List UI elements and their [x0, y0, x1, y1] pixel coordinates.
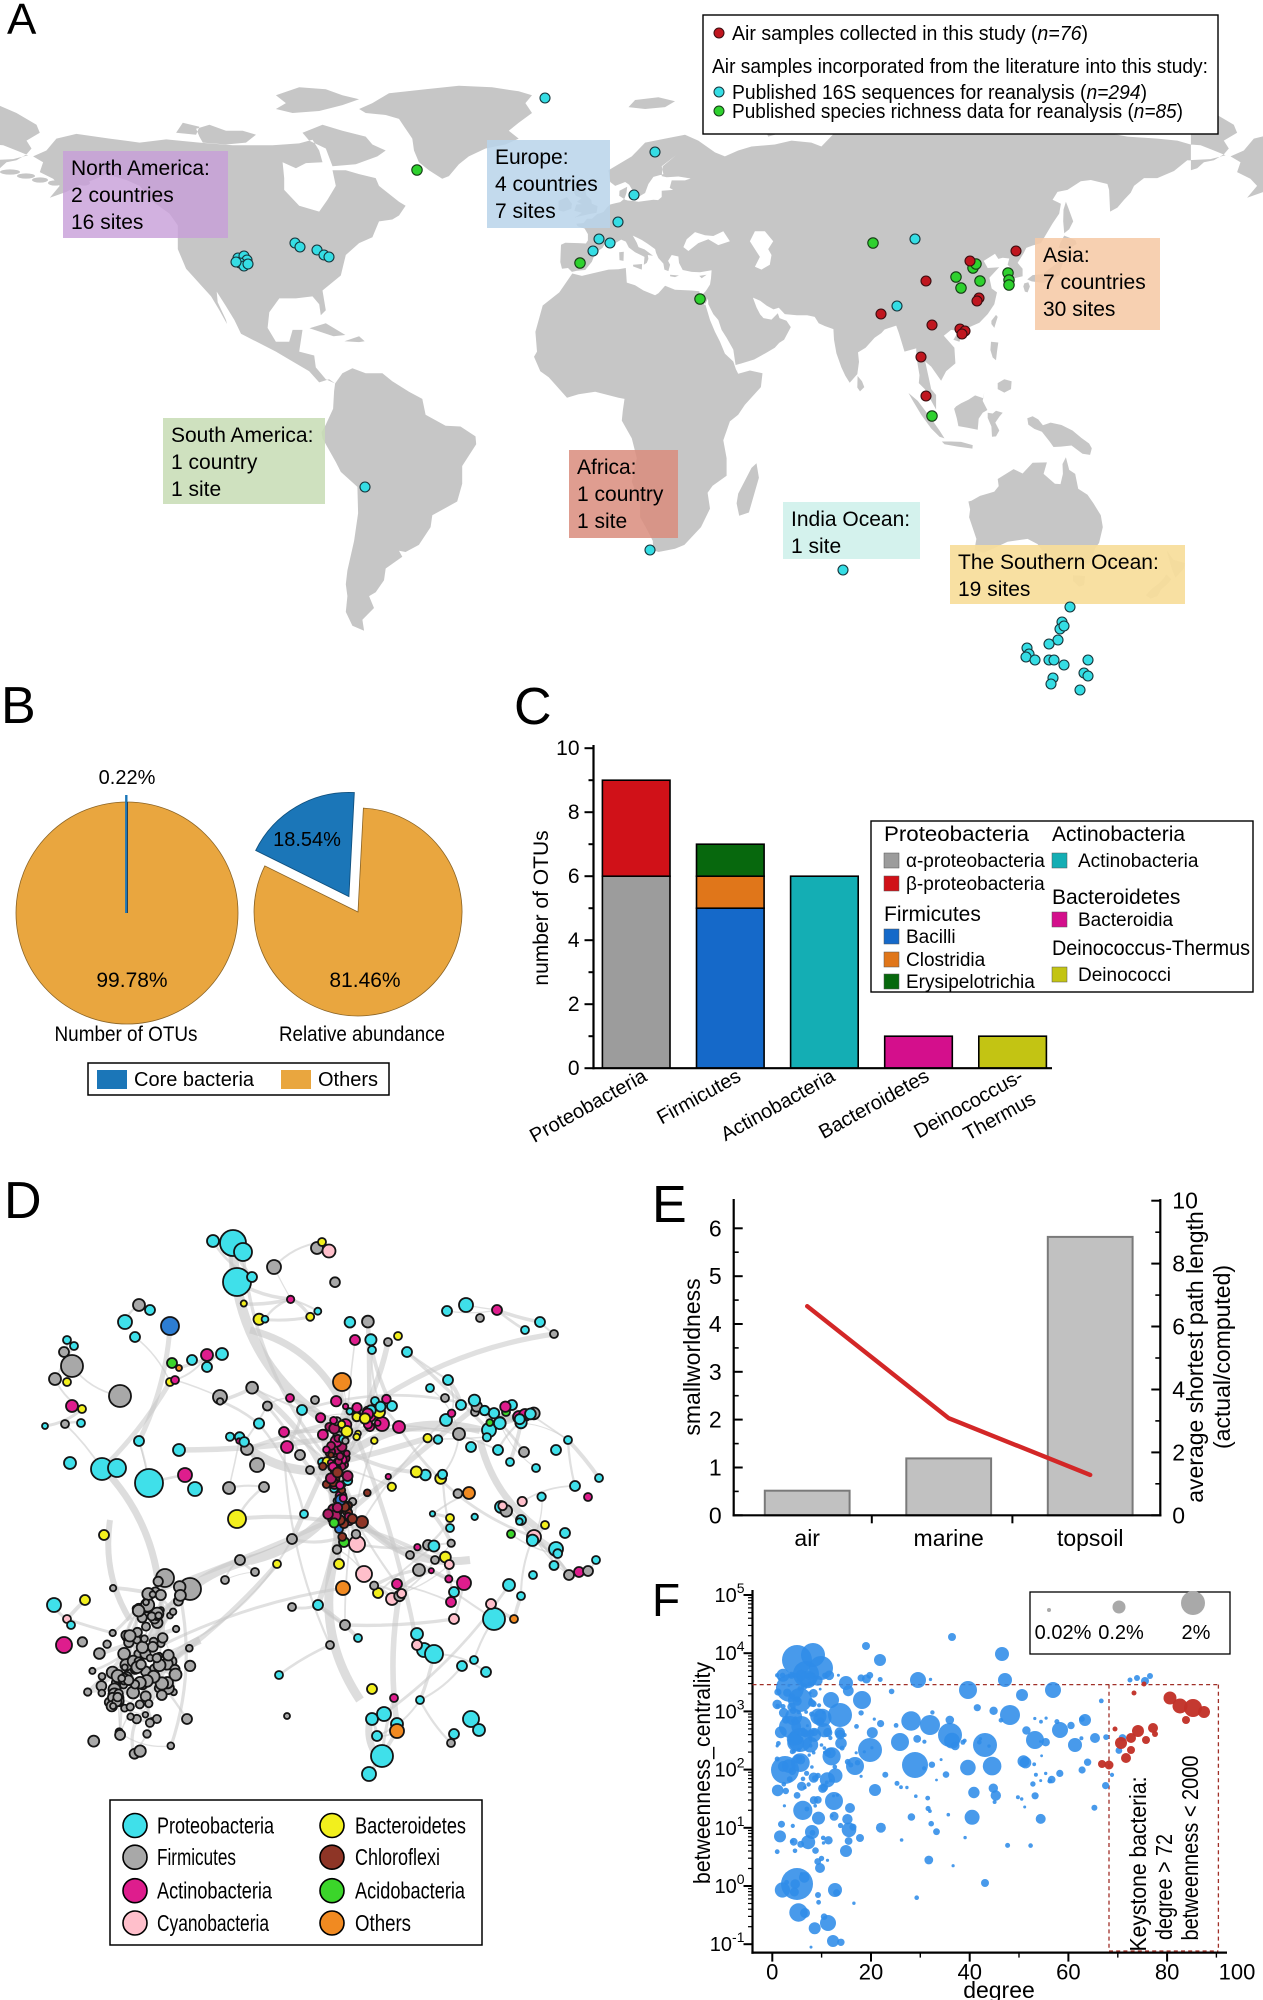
svg-text:Deinococci: Deinococci: [1078, 965, 1171, 986]
svg-text:60: 60: [1056, 1960, 1080, 1985]
svg-text:0.02%: 0.02%: [1035, 1622, 1092, 1644]
svg-text:3: 3: [709, 1359, 722, 1385]
svg-text:6: 6: [1172, 1314, 1185, 1340]
svg-text:number of OTUs: number of OTUs: [530, 830, 553, 985]
svg-text:81.46%: 81.46%: [329, 969, 400, 992]
svg-text:5: 5: [709, 1263, 722, 1289]
svg-text:0: 0: [766, 1960, 778, 1985]
svg-text:10-1: 10-1: [710, 1929, 745, 1956]
svg-text:105: 105: [714, 1580, 744, 1607]
svg-text:4: 4: [568, 929, 580, 952]
svg-text:100: 100: [1219, 1960, 1256, 1985]
svg-text:2: 2: [568, 993, 580, 1016]
svg-text:104: 104: [714, 1638, 744, 1665]
svg-text:Air samples incorporated from: Air samples incorporated from the litera…: [712, 56, 1208, 78]
svg-text:Proteobacteria: Proteobacteria: [157, 1813, 275, 1839]
svg-text:Others: Others: [318, 1069, 378, 1091]
svg-text:Relative abundance: Relative abundance: [279, 1023, 445, 1046]
svg-text:Deinococcus-Thermus: Deinococcus-Thermus: [1052, 937, 1250, 960]
svg-text:8: 8: [568, 801, 580, 824]
svg-text:10: 10: [1172, 1188, 1198, 1214]
svg-text:Chloroflexi: Chloroflexi: [355, 1844, 440, 1870]
svg-text:0.2%: 0.2%: [1098, 1622, 1144, 1644]
svg-text:0: 0: [1172, 1502, 1185, 1528]
svg-text:Firmicutes: Firmicutes: [157, 1844, 236, 1870]
svg-text:4: 4: [709, 1311, 722, 1337]
svg-text:101: 101: [714, 1813, 744, 1840]
svg-text:Proteobacteria: Proteobacteria: [526, 1065, 651, 1148]
svg-text:degree: degree: [963, 1977, 1035, 2000]
svg-text:102: 102: [714, 1755, 744, 1782]
svg-text:Acidobacteria: Acidobacteria: [355, 1878, 466, 1904]
svg-text:0.22%: 0.22%: [99, 767, 156, 789]
svg-text:103: 103: [714, 1696, 744, 1723]
svg-text:betweenness_centrality: betweenness_centrality: [689, 1662, 715, 1884]
svg-text:2: 2: [1172, 1439, 1185, 1465]
svg-text:betweenness < 2000: betweenness < 2000: [1177, 1756, 1203, 1941]
svg-text:Bacteroidetes: Bacteroidetes: [1052, 886, 1180, 909]
svg-text:6: 6: [568, 865, 580, 888]
svg-text:Erysipelotrichia: Erysipelotrichia: [906, 972, 1035, 993]
svg-text:Published species richness dat: Published species richness data for rean…: [732, 101, 1183, 123]
svg-text:2%: 2%: [1182, 1622, 1211, 1644]
svg-text:marine: marine: [914, 1525, 984, 1551]
svg-text:α-proteobacteria: α-proteobacteria: [906, 851, 1045, 872]
svg-text:18.54%: 18.54%: [273, 829, 341, 851]
svg-text:8: 8: [1172, 1251, 1185, 1277]
svg-text:1: 1: [709, 1455, 722, 1481]
svg-text:80: 80: [1155, 1960, 1179, 1985]
svg-text:Clostridia: Clostridia: [906, 950, 986, 971]
svg-text:10: 10: [556, 737, 579, 760]
svg-text:β-proteobacteria: β-proteobacteria: [906, 874, 1045, 895]
svg-text:Number of OTUs: Number of OTUs: [55, 1023, 198, 1046]
svg-text:Bacteroidetes: Bacteroidetes: [355, 1813, 466, 1839]
svg-text:40: 40: [957, 1960, 981, 1985]
svg-text:20: 20: [859, 1960, 883, 1985]
svg-text:Bacteroidia: Bacteroidia: [1078, 910, 1173, 931]
svg-text:Keystone bacteria:: Keystone bacteria:: [1125, 1777, 1151, 1952]
svg-text:topsoil: topsoil: [1057, 1525, 1123, 1551]
svg-text:(actual/computed): (actual/computed): [1209, 1265, 1235, 1449]
svg-text:Proteobacteria: Proteobacteria: [884, 823, 1029, 846]
svg-text:air: air: [794, 1525, 820, 1551]
svg-text:Actinobacteria: Actinobacteria: [157, 1878, 273, 1904]
svg-text:4: 4: [1172, 1377, 1185, 1403]
svg-text:Actinobacteria: Actinobacteria: [1052, 823, 1185, 846]
svg-text:0: 0: [709, 1502, 722, 1528]
svg-text:Cyanobacteria: Cyanobacteria: [157, 1910, 270, 1936]
svg-text:Core bacteria: Core bacteria: [134, 1069, 255, 1091]
svg-text:Others: Others: [355, 1910, 411, 1936]
svg-text:smallworldness: smallworldness: [679, 1278, 705, 1435]
svg-text:99.78%: 99.78%: [96, 969, 167, 992]
svg-text:Bacilli: Bacilli: [906, 927, 956, 948]
svg-text:6: 6: [709, 1215, 722, 1241]
svg-text:Firmicutes: Firmicutes: [884, 903, 981, 926]
svg-text:Air samples collected in this: Air samples collected in this study (n=7…: [732, 23, 1088, 45]
svg-text:average shortest path length: average shortest path length: [1182, 1211, 1208, 1503]
svg-text:100: 100: [714, 1871, 744, 1898]
svg-text:2: 2: [709, 1407, 722, 1433]
svg-text:Actinobacteria: Actinobacteria: [1078, 851, 1199, 872]
svg-text:degree > 72: degree > 72: [1151, 1834, 1177, 1940]
svg-text:0: 0: [568, 1057, 580, 1080]
svg-text:Published 16S sequences for re: Published 16S sequences for reanalysis (…: [732, 82, 1147, 104]
